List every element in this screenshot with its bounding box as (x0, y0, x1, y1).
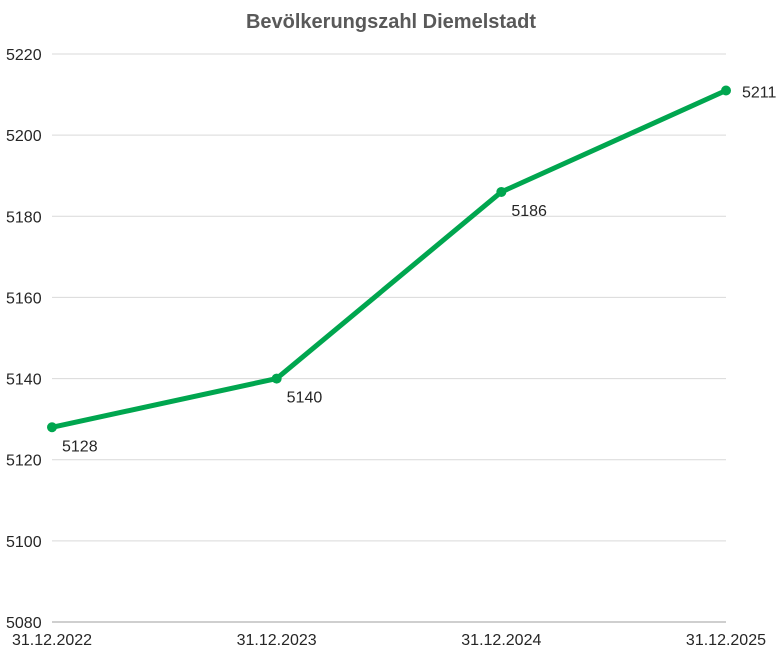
grid-lines (52, 53, 726, 542)
data-labels: 5128 5140 5186 5211 (62, 85, 777, 456)
y-tick-label: 5100 (6, 534, 42, 551)
y-tick-label: 5160 (6, 290, 42, 307)
y-axis-ticks: 5080 5100 5120 5140 5160 5180 5200 5220 (6, 47, 42, 632)
x-tick-label: 31.12.2022 (12, 632, 92, 649)
x-tick-label: 31.12.2025 (686, 632, 766, 649)
y-tick-label: 5120 (6, 453, 42, 470)
data-point (496, 186, 507, 197)
y-tick-label: 5140 (6, 372, 42, 389)
data-label: 5140 (287, 390, 323, 407)
x-tick-label: 31.12.2024 (461, 632, 541, 649)
series (47, 85, 731, 433)
chart-title: Bevölkerungszahl Diemelstadt (246, 11, 536, 33)
y-tick-label: 5180 (6, 209, 42, 226)
y-tick-label: 5220 (6, 47, 42, 64)
data-point (271, 373, 282, 384)
data-label: 5128 (62, 438, 98, 455)
data-label: 5211 (742, 85, 777, 102)
x-tick-label: 31.12.2023 (237, 632, 317, 649)
data-point (721, 85, 731, 96)
y-tick-label: 5200 (6, 128, 42, 145)
x-axis-ticks: 31.12.2022 31.12.2023 31.12.2024 31.12.2025 (12, 632, 766, 649)
series-line (49, 88, 729, 430)
data-label: 5186 (511, 203, 547, 220)
data-point (47, 422, 57, 433)
y-tick-label: 5080 (6, 615, 42, 632)
